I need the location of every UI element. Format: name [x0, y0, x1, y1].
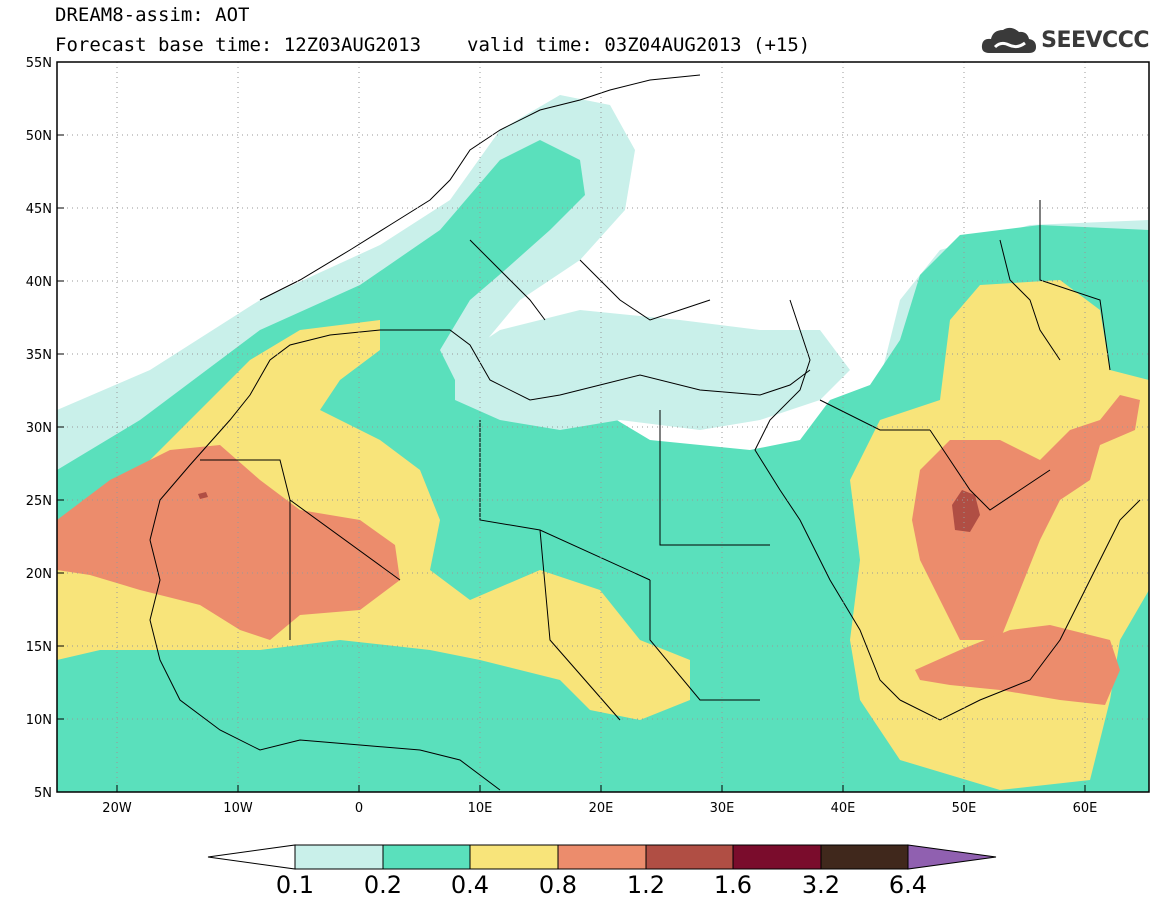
lat-label: 50N [26, 129, 52, 144]
colorbar-segment [645, 844, 734, 870]
coast-greece [579, 259, 711, 321]
coast-arabia [899, 499, 1141, 721]
aot-field [57, 95, 1149, 792]
colorbar-label: 3.2 [802, 871, 840, 899]
coast-levant [754, 299, 901, 701]
seevccc-logo: SEEVCCC [981, 22, 1149, 58]
coast-north-africa [149, 329, 811, 541]
colorbar-left-arrow [207, 844, 296, 870]
border-chad [539, 529, 621, 721]
border-egypt [659, 410, 770, 546]
colorbar-label: 0.8 [539, 871, 577, 899]
lat-label: 5N [34, 786, 52, 801]
aot-band-1.2-small [198, 492, 208, 499]
aot-band-0.8-west [57, 445, 400, 640]
border-arabia [819, 399, 930, 431]
coastlines [149, 74, 1141, 791]
valid-time: valid time: 03Z04AUG2013 (+15) [467, 34, 811, 56]
tick-marks [57, 61, 1086, 792]
colorbar [207, 844, 997, 870]
colorbar-segment [557, 844, 647, 870]
colorbar-label: 1.6 [714, 871, 752, 899]
graticule [57, 62, 1149, 792]
lon-labels: 20W 10W 0 10E 20E 30E 40E 50E 60E [102, 801, 1097, 816]
map-title: DREAM8-assim: AOT [55, 4, 250, 26]
lon-label: 20W [102, 801, 132, 816]
lon-label: 10W [223, 801, 253, 816]
aot-band-0.8-southeast [915, 625, 1120, 705]
lat-label: 40N [26, 275, 52, 290]
border-libya [479, 420, 651, 581]
coast-gulf [929, 429, 1051, 511]
colorbar-label: 0.2 [364, 871, 402, 899]
colorbar-segment [732, 844, 822, 870]
colorbar-label: 0.4 [451, 871, 489, 899]
colorbar-segment [469, 844, 559, 870]
base-time: Forecast base time: 12Z03AUG2013 [55, 34, 422, 56]
lon-label: 50E [952, 801, 977, 816]
coast-italy [469, 239, 546, 321]
lat-label: 30N [26, 421, 52, 436]
logo-text: SEEVCCC [1041, 27, 1149, 53]
lat-label: 45N [26, 202, 52, 217]
colorbar-segment [294, 844, 384, 870]
lon-label: 60E [1073, 801, 1098, 816]
lon-label: 20E [589, 801, 614, 816]
aot-band-0.8-east [912, 395, 1140, 640]
colorbar-label: 6.4 [889, 871, 927, 899]
coast-europe [259, 74, 701, 301]
time-info: Forecast base time: 12Z03AUG2013 valid ti… [55, 34, 810, 56]
lon-label: 30E [710, 801, 735, 816]
lon-label: 40E [831, 801, 856, 816]
border-sahara-1 [200, 459, 401, 581]
border-sudan [649, 580, 760, 701]
aot-band-0.4 [57, 320, 690, 720]
lat-label: 55N [26, 56, 52, 71]
lat-label: 25N [26, 494, 52, 509]
lat-label: 20N [26, 567, 52, 582]
colorbar-segment [382, 844, 471, 870]
colorbar-labels: 0.1 0.2 0.4 0.8 1.2 1.6 3.2 6.4 [276, 871, 927, 899]
colorbar-right-arrow [907, 844, 997, 870]
coast-caspian [999, 239, 1061, 361]
colorbar-label: 1.2 [627, 871, 665, 899]
border-iran [1039, 200, 1111, 371]
lat-label: 10N [26, 713, 52, 728]
coast-west-africa [149, 539, 501, 791]
lon-label: 10E [468, 801, 493, 816]
cloud-logo-icon [982, 27, 1037, 53]
aot-band-0.1-inner [455, 310, 850, 430]
lat-labels: 55N 50N 45N 40N 35N 30N 25N 20N 15N 10N … [26, 56, 52, 801]
colorbar-label: 0.1 [276, 871, 314, 899]
lat-label: 35N [26, 348, 52, 363]
lat-label: 15N [26, 640, 52, 655]
lon-label: 0 [355, 801, 363, 816]
colorbar-segment [820, 844, 909, 870]
